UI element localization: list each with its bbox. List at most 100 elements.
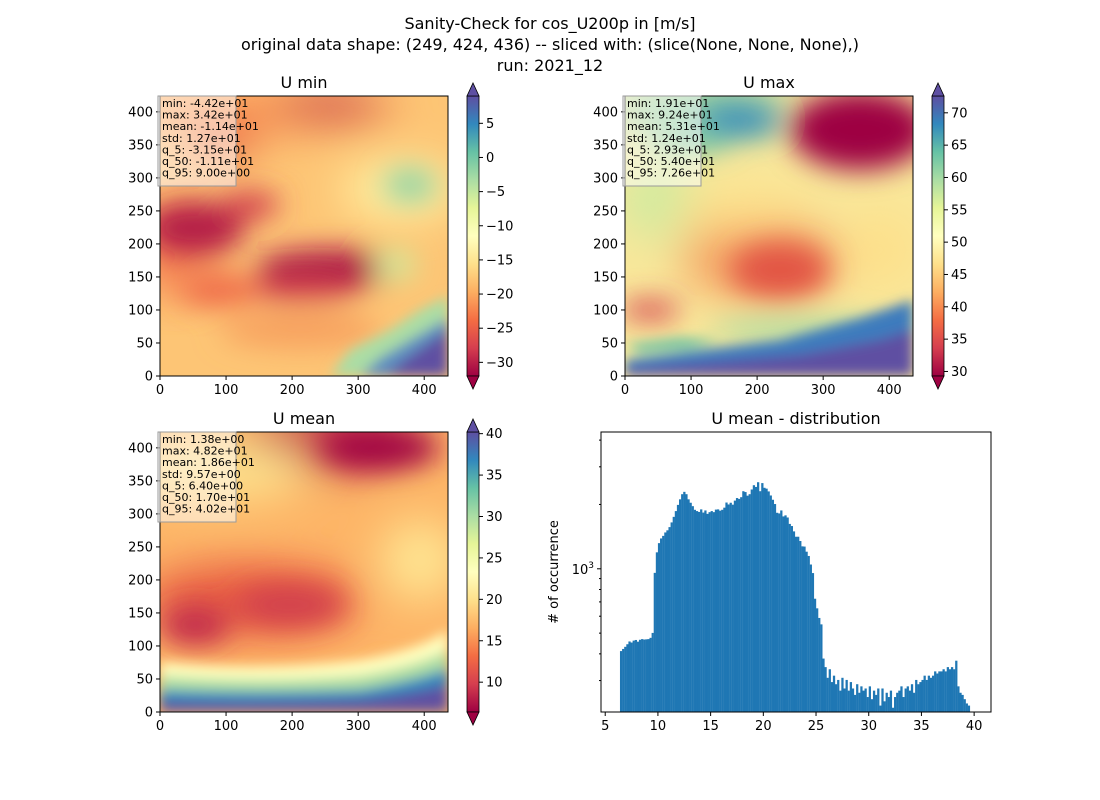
stats-line: max: 4.82e+01 [162,445,248,458]
x-tick-label: 300 [811,383,836,398]
y-tick-label: 0 [145,706,153,721]
histogram-bar [691,506,694,712]
histogram-bar [666,530,669,712]
colorbar-tick-label: −20 [486,288,513,303]
histogram-bar [697,511,701,712]
histogram-bar [672,516,675,712]
x-axis: 0 100 200 300 400 [621,376,902,398]
histogram-bar [716,509,720,712]
x-axis: 5 10 15 20 25 30 35 40 [601,712,982,734]
histogram-bar [676,504,680,712]
histogram-bar [826,677,829,712]
histogram-bar [828,669,831,712]
histogram-bar [837,679,840,712]
histogram-bar [653,572,656,712]
y-axis: 0 50 100 150 200 250 300 350 400 [593,105,625,385]
y-tick-label: 150 [593,270,618,285]
histogram-bar [731,504,734,712]
stats-line: mean: 1.86e+01 [162,456,255,469]
histogram-bar [875,694,878,712]
histogram-bar [799,541,802,712]
histogram-bar [849,682,853,712]
colorbar-tick-label: 15 [486,634,503,649]
histogram-bar [955,660,958,712]
histogram-bar [723,507,726,712]
y-axis: 103 [572,439,601,682]
histogram-bar [858,692,861,712]
y-tick-label: 0 [145,370,153,385]
y-tick-label: 0 [610,370,618,385]
histogram-bar [670,522,673,712]
histogram-bar [775,512,779,712]
colorbar-tick-label: 70 [951,106,968,121]
histogram-bar [761,483,764,712]
colorbar-tick-label: 25 [486,551,503,566]
colorbar-tick-label: 35 [951,333,968,348]
panel-title: U mean - distribution [711,409,880,428]
histogram-bar [778,513,781,712]
histogram-bar [872,690,876,712]
histogram-bar [780,510,783,712]
stats-line: std: 1.24e+01 [627,132,706,145]
histogram-bar [809,564,812,712]
colorbar-gradient [931,95,945,377]
colorbar-tick-label: −10 [486,219,513,234]
x-axis: 0 100 200 300 400 [156,712,437,734]
histogram-bar [757,482,760,712]
histogram-bar [624,646,627,712]
stats-line: q_95: 7.26e+01 [627,167,715,180]
histogram-bar [655,552,659,712]
x-tick-label: 0 [156,383,164,398]
panel-u-mean-distribution: U mean - distribution # of occurrence 5 1… [547,409,992,734]
y-tick-label: 300 [593,171,618,186]
colorbar-tick-label: 10 [486,676,503,691]
histogram-bar [693,509,697,712]
histogram-bar [641,639,644,712]
histogram-bar [619,651,623,712]
colorbar-tick-label: 30 [486,510,503,525]
histogram-bar [638,639,642,712]
histogram-bar [740,497,743,712]
x-tick-label: 200 [745,383,770,398]
stats-line: q_50: 1.70e+01 [162,491,250,504]
figure-title-line-2: original data shape: (249, 424, 436) -- … [241,35,859,54]
y-tick-label: 50 [601,336,618,351]
histogram-bar [953,669,956,712]
histogram-bar [868,686,871,712]
histogram-bar [879,705,882,712]
histogram-bar [864,688,867,712]
histogram-bar [788,523,791,712]
histogram-bar [742,491,745,712]
histogram-bar [835,684,838,712]
histogram-bar [883,701,886,712]
histogram-bar [936,673,939,712]
histogram-bar [769,495,772,712]
y-tick-label: 300 [128,171,153,186]
histogram-bar [845,679,848,712]
histogram-bar [702,512,705,712]
y-tick-label: 100 [128,303,153,318]
y-tick-label: 50 [136,672,153,687]
histogram-bar [765,488,768,712]
x-tick-label: 100 [679,383,704,398]
stats-line: q_50: -1.11e+01 [162,155,254,168]
histogram-bar [900,686,903,712]
histogram-bar [719,510,722,712]
histogram-bar [700,509,703,712]
x-tick-label: 30 [860,719,877,734]
histogram-bar [695,511,699,712]
colorbar-tick-label: 45 [951,268,968,283]
histogram-bar [870,699,874,712]
histogram-bar [645,639,648,712]
histogram-bar [820,624,823,712]
histogram-bar [923,675,926,712]
histogram-bar [818,617,821,712]
histogram-bar [668,527,671,712]
figure-title-line-3: run: 2021_12 [497,56,603,76]
plot-frame [600,431,992,713]
x-tick-label: 5 [601,719,609,734]
histogram-bar [685,494,688,712]
histogram-bar [773,504,777,712]
